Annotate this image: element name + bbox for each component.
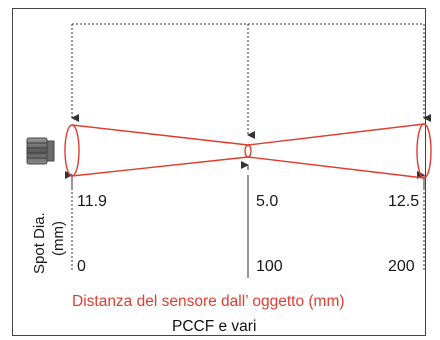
spot-diameter-unit: (mm) xyxy=(50,221,67,256)
spot-diameter-0: 11.9 xyxy=(77,193,107,210)
figure-caption: PCCF e vari xyxy=(172,318,256,335)
diagram-frame xyxy=(12,8,426,336)
spot-ellipse-0 xyxy=(64,124,80,177)
spot-ellipse-100 xyxy=(244,144,252,158)
beam-top-right xyxy=(247,123,425,146)
spot-ellipse-200 xyxy=(416,123,432,179)
beam-bottom-right xyxy=(247,156,425,179)
spot-diameter-label: Spot Dia. xyxy=(31,212,48,274)
distance-0: 0 xyxy=(77,258,86,275)
spot-diameter-100: 5.0 xyxy=(256,193,278,210)
beam-top-left xyxy=(71,124,249,146)
distance-axis-label: Distanza del sensore dall’ oggetto (mm) xyxy=(72,293,345,310)
beam-envelope xyxy=(64,123,432,179)
distance-200: 200 xyxy=(388,258,415,275)
distance-100: 100 xyxy=(256,258,283,275)
spot-diameter-200: 12.5 xyxy=(388,193,419,210)
sensor-head-icon xyxy=(26,137,55,165)
beam-bottom-left xyxy=(71,156,249,177)
